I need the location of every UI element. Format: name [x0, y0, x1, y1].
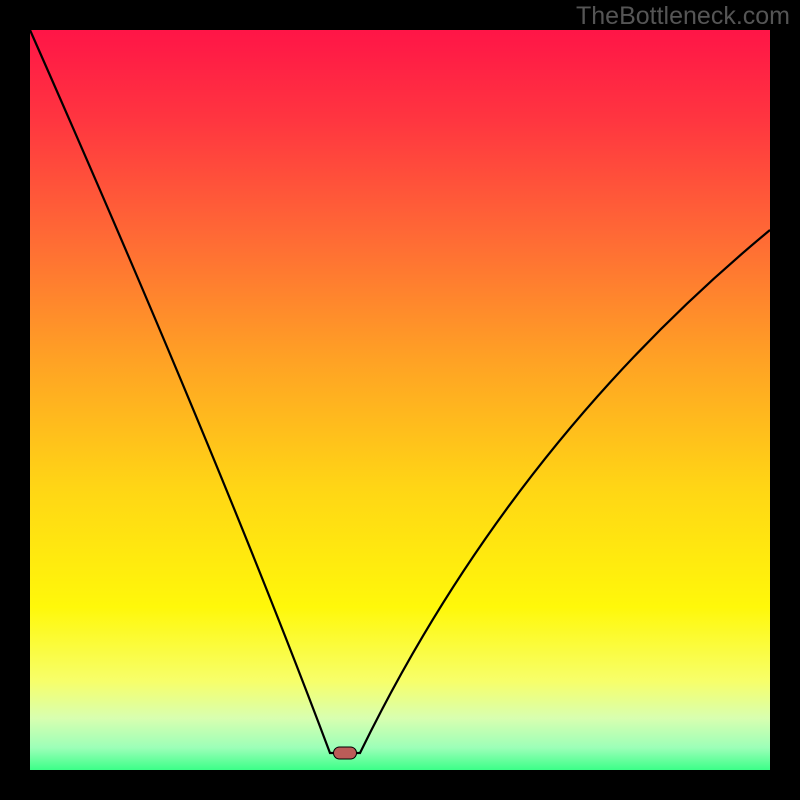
- plot-background: [30, 30, 770, 770]
- optimal-marker: [334, 747, 357, 759]
- chart-svg: [0, 0, 800, 800]
- watermark-text: TheBottleneck.com: [576, 2, 790, 31]
- chart-root: TheBottleneck.com: [0, 0, 800, 800]
